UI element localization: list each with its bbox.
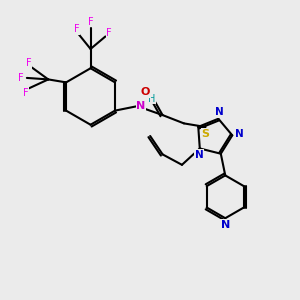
Text: O: O (141, 87, 150, 97)
Text: F: F (88, 16, 93, 27)
Text: F: F (17, 73, 23, 83)
Text: N: N (214, 107, 223, 117)
Text: F: F (74, 24, 80, 34)
Text: F: F (23, 88, 29, 98)
Text: F: F (26, 58, 32, 68)
Text: S: S (201, 128, 209, 139)
Text: N: N (220, 220, 230, 230)
Text: N: N (136, 100, 146, 111)
Text: N: N (194, 150, 203, 160)
Text: F: F (106, 28, 112, 38)
Text: N: N (235, 129, 244, 139)
Text: H: H (148, 94, 156, 104)
